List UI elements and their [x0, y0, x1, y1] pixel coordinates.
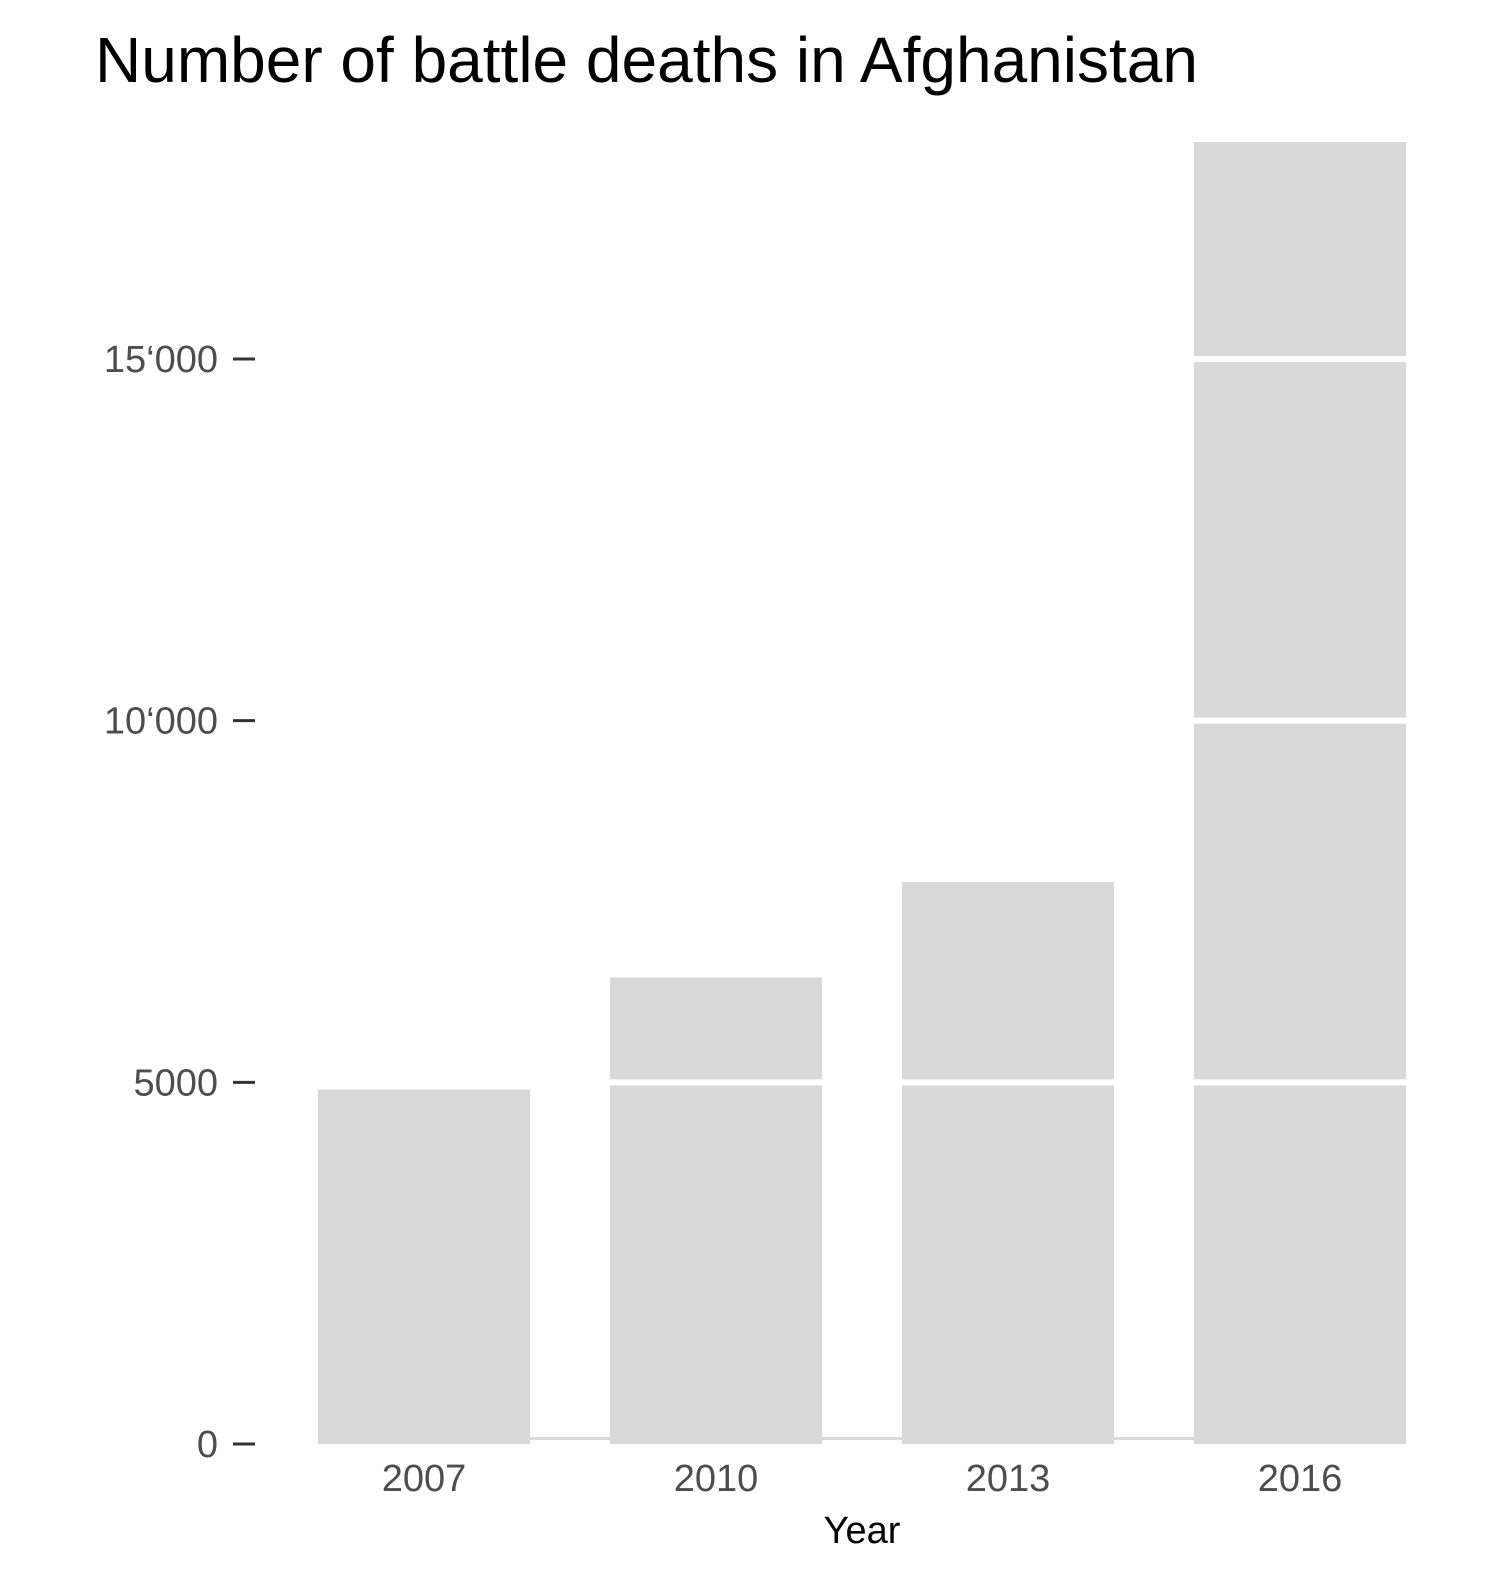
- baseline-gap: [822, 1437, 902, 1440]
- x-axis: 2007 2010 2013 2016: [382, 1458, 1343, 1500]
- y-tick-label: 0: [197, 1424, 218, 1466]
- bars-group: [318, 142, 1406, 1444]
- bar-2007: [318, 1089, 530, 1444]
- bar-2016: [1194, 142, 1406, 1444]
- x-tick-label: 2013: [966, 1458, 1051, 1500]
- bar-2013: [902, 881, 1114, 1444]
- segment-separator: [610, 1079, 822, 1086]
- segment-separator: [902, 1079, 1114, 1086]
- x-axis-title: Year: [824, 1510, 901, 1552]
- x-tick-label: 2010: [674, 1458, 759, 1500]
- baseline-gap: [530, 1437, 610, 1440]
- segment-separator: [1194, 717, 1406, 724]
- segment-separators: [610, 356, 1406, 1086]
- x-tick-label: 2016: [1258, 1458, 1343, 1500]
- x-tick-label: 2007: [382, 1458, 467, 1500]
- y-tick-label: 5000: [133, 1062, 218, 1104]
- segment-separator: [1194, 356, 1406, 362]
- segment-separator: [1194, 1079, 1406, 1086]
- bar-2010: [610, 977, 822, 1444]
- chart-title: Number of battle deaths in Afghanistan: [95, 24, 1198, 96]
- y-axis: 0 5000 10‘000 15‘000: [104, 339, 255, 1466]
- y-tick-label: 10‘000: [104, 701, 218, 743]
- baseline-gap: [1114, 1437, 1194, 1440]
- y-tick-label: 15‘000: [104, 339, 218, 381]
- baseline-gaps: [530, 1437, 1194, 1440]
